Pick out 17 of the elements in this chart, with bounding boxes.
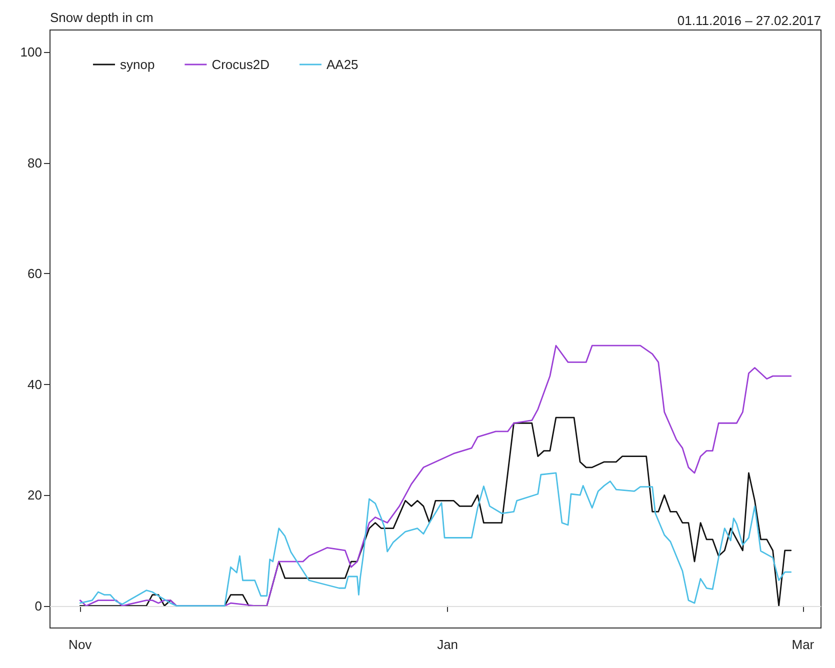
y-tick-label: 0 — [34, 598, 42, 614]
legend-label: Crocus2D — [212, 57, 270, 72]
y-tick-label: 80 — [28, 155, 42, 170]
line-series — [79, 344, 792, 607]
line-series — [79, 472, 792, 607]
y-tick-label: 20 — [28, 488, 42, 503]
x-tick-label: Mar — [792, 637, 815, 652]
x-tick-label: Nov — [68, 637, 92, 652]
text: 01.11.2016 – 27.02.2017 — [677, 13, 822, 28]
legend-label: AA25 — [326, 57, 358, 72]
y-tick-label: 60 — [28, 266, 42, 282]
y-tick-label: 100 — [20, 44, 42, 60]
legend-label: synop — [120, 57, 155, 72]
line-series — [79, 416, 792, 607]
y-axis-title: Snow depth in cm — [50, 10, 154, 25]
y-tick-label: 40 — [28, 376, 42, 392]
x-tick-label: Jan — [437, 637, 458, 652]
